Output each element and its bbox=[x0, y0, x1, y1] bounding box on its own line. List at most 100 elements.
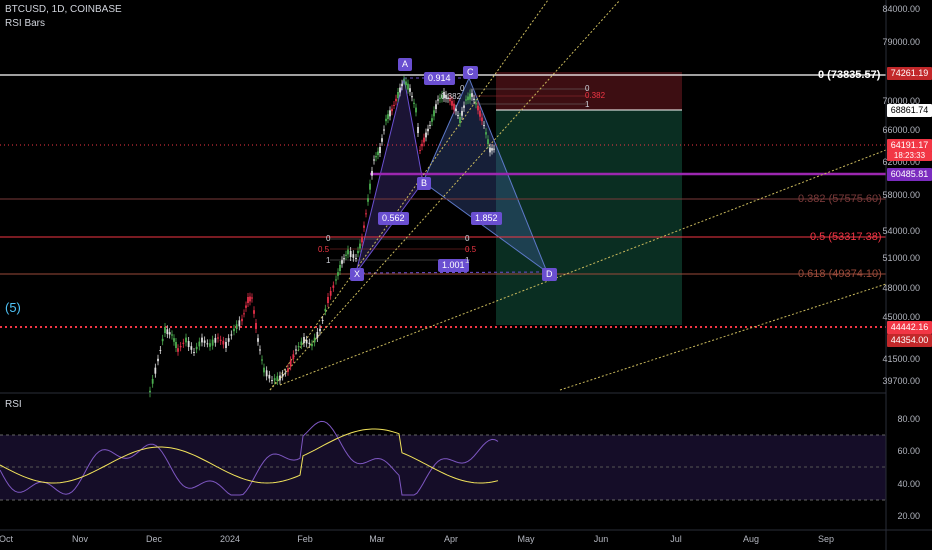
candle-body bbox=[365, 213, 367, 215]
candle-body bbox=[471, 93, 473, 97]
candle-body bbox=[308, 342, 311, 344]
symbol-title[interactable]: BTCUSD, 1D, COINBASE bbox=[5, 4, 122, 15]
candle-body bbox=[443, 92, 445, 98]
candle-body bbox=[455, 108, 457, 112]
fib-label-0618: 0.618 (49374.10) bbox=[798, 268, 882, 280]
candle-body bbox=[371, 170, 373, 176]
candle-body bbox=[168, 332, 171, 335]
price-tick: 66000.00 bbox=[882, 125, 920, 135]
harmonic-xd-line bbox=[355, 271, 548, 274]
price-tick: 62000.00 bbox=[882, 157, 920, 167]
small-fib-label: 0.5 bbox=[465, 245, 477, 254]
price-box-stop[interactable]: 74261.19 bbox=[887, 67, 932, 80]
candle-body bbox=[383, 129, 385, 131]
rsi-tick: 80.00 bbox=[897, 414, 920, 424]
price-box-target[interactable]: 44354.00 bbox=[887, 334, 932, 347]
candle-body bbox=[421, 143, 423, 147]
candle-body bbox=[435, 104, 437, 110]
small-fib-label: 1 bbox=[585, 100, 590, 109]
small-fib-label: 1 bbox=[465, 256, 470, 265]
candle-body bbox=[217, 337, 219, 339]
candle-body bbox=[447, 97, 449, 99]
candle-body bbox=[161, 338, 164, 342]
candle-body bbox=[249, 296, 251, 302]
candle-body bbox=[173, 338, 175, 342]
candle-body bbox=[321, 320, 324, 321]
candle-body bbox=[437, 99, 439, 101]
price-box-entry[interactable]: 68861.74 bbox=[887, 104, 932, 117]
indicator-title[interactable]: RSI Bars bbox=[5, 18, 46, 29]
candle-body bbox=[259, 349, 261, 351]
candle-body bbox=[457, 115, 459, 116]
candle-body bbox=[395, 98, 397, 102]
candle-body bbox=[305, 339, 308, 344]
rsi-lines[interactable] bbox=[0, 420, 499, 496]
candle-body bbox=[387, 114, 389, 120]
candle-body bbox=[407, 83, 409, 90]
candle-body bbox=[377, 151, 379, 156]
candle-body bbox=[251, 297, 253, 299]
trend-line-mid[interactable] bbox=[269, 0, 621, 391]
trend-line-lower[interactable] bbox=[279, 149, 887, 386]
pattern-point-c[interactable]: C bbox=[463, 66, 478, 79]
candle-body bbox=[245, 305, 247, 308]
candle-body bbox=[393, 105, 395, 106]
time-tick: Mar bbox=[369, 534, 385, 544]
candle-body bbox=[329, 290, 332, 296]
candle-body bbox=[243, 313, 245, 315]
price-box-support[interactable]: 60485.81 bbox=[887, 168, 932, 181]
trend-line-bottom[interactable] bbox=[559, 283, 887, 391]
candle-body bbox=[385, 118, 387, 122]
time-tick: Aug bbox=[742, 534, 760, 544]
pattern-point-a[interactable]: A bbox=[398, 58, 413, 71]
candle-body bbox=[389, 110, 391, 117]
candle-body bbox=[185, 337, 187, 343]
time-tick: Jun bbox=[593, 534, 609, 544]
candle-body bbox=[491, 148, 493, 151]
candle-body bbox=[391, 108, 393, 112]
candle-body bbox=[355, 258, 357, 259]
rsi-ma-line[interactable] bbox=[0, 428, 499, 484]
candle-body bbox=[316, 332, 319, 338]
price-tick: 45000.00 bbox=[882, 312, 920, 322]
candle-body bbox=[341, 260, 343, 264]
candle-body bbox=[381, 138, 383, 142]
candle-body bbox=[255, 323, 257, 329]
candle-body bbox=[483, 125, 485, 126]
pattern-point-x[interactable]: X bbox=[350, 268, 365, 281]
candle-body bbox=[292, 354, 295, 360]
candle-body bbox=[230, 334, 233, 336]
rsi-title[interactable]: RSI bbox=[5, 399, 22, 410]
candle-body bbox=[359, 243, 361, 249]
rsi-line[interactable] bbox=[0, 420, 499, 496]
candle-body bbox=[339, 265, 341, 271]
candle-body bbox=[451, 100, 453, 106]
candle-body bbox=[203, 340, 206, 343]
candle-body bbox=[182, 342, 185, 344]
price-candles[interactable] bbox=[149, 75, 495, 398]
candle-body bbox=[154, 367, 157, 374]
candle-body bbox=[179, 346, 182, 348]
candle-body bbox=[465, 99, 467, 101]
price-tick: 79000.00 bbox=[882, 37, 920, 47]
price-box-prior-high[interactable]: 44442.16 bbox=[887, 321, 932, 334]
candle-body bbox=[284, 372, 287, 374]
rsi-tick: 60.00 bbox=[897, 446, 920, 456]
pattern-point-d[interactable]: D bbox=[542, 268, 557, 281]
candle-body bbox=[337, 272, 339, 276]
pattern-point-b[interactable]: B bbox=[417, 177, 432, 190]
candle-body bbox=[297, 346, 300, 348]
candle-body bbox=[164, 327, 166, 333]
candle-body bbox=[431, 118, 433, 122]
candle-body bbox=[405, 81, 407, 86]
candle-body bbox=[276, 376, 279, 382]
price-box-last[interactable]: 64191.17 bbox=[887, 139, 932, 152]
candle-body bbox=[319, 328, 321, 332]
candle-body bbox=[190, 346, 193, 350]
candle-body bbox=[238, 320, 241, 327]
harmonic-leg-xab[interactable] bbox=[355, 77, 424, 274]
candle-body bbox=[211, 339, 214, 346]
small-fib-label: 1 bbox=[326, 256, 331, 265]
